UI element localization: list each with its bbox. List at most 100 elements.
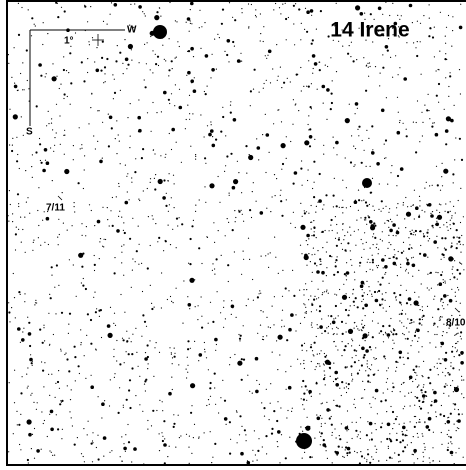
star <box>153 219 154 220</box>
star <box>260 325 261 326</box>
star <box>129 147 130 148</box>
star <box>424 447 425 448</box>
star <box>422 346 423 347</box>
star <box>269 52 270 53</box>
star <box>150 182 151 183</box>
star <box>346 207 347 208</box>
star <box>41 449 42 450</box>
star <box>147 188 148 189</box>
star <box>358 199 360 201</box>
star <box>334 178 335 179</box>
star <box>395 55 396 56</box>
star <box>450 279 451 280</box>
star <box>437 224 438 225</box>
star <box>421 283 422 284</box>
star <box>118 183 119 184</box>
star <box>401 252 403 254</box>
star <box>217 291 218 292</box>
star <box>27 387 28 388</box>
star <box>404 218 405 219</box>
star <box>88 421 89 422</box>
star <box>115 325 116 326</box>
star <box>354 361 356 363</box>
star <box>347 366 348 367</box>
star <box>387 220 388 221</box>
star <box>399 294 401 296</box>
star <box>368 67 369 68</box>
star <box>378 265 379 266</box>
star <box>400 167 404 171</box>
star <box>380 330 382 332</box>
star <box>406 430 407 431</box>
star <box>448 86 449 87</box>
star <box>212 270 213 271</box>
star <box>420 389 422 391</box>
star <box>33 240 34 241</box>
star <box>286 199 287 200</box>
star <box>327 66 328 67</box>
star <box>387 50 389 52</box>
star <box>167 456 168 457</box>
star <box>313 227 315 229</box>
star <box>418 216 420 218</box>
star <box>367 380 369 382</box>
star <box>9 109 10 110</box>
star <box>187 105 188 106</box>
star <box>111 2 112 3</box>
star <box>150 285 151 286</box>
star <box>443 224 444 225</box>
star <box>335 346 336 347</box>
star <box>416 422 417 423</box>
star <box>154 15 159 20</box>
star <box>162 440 164 442</box>
star <box>443 331 444 332</box>
star <box>402 450 404 452</box>
star <box>459 241 460 242</box>
star <box>19 444 20 445</box>
star <box>177 225 178 226</box>
star <box>313 161 315 163</box>
star <box>133 447 137 451</box>
star <box>285 287 287 289</box>
star <box>456 247 458 249</box>
star <box>179 437 180 438</box>
star <box>270 211 271 212</box>
star <box>64 354 65 355</box>
star <box>148 216 149 217</box>
star <box>219 37 220 38</box>
star <box>450 441 451 442</box>
star <box>446 222 447 223</box>
star <box>396 265 397 266</box>
star <box>40 160 41 161</box>
star <box>73 264 74 265</box>
star <box>451 243 452 244</box>
star <box>280 200 282 202</box>
star <box>391 458 392 459</box>
star <box>397 15 398 16</box>
star <box>453 403 454 404</box>
star <box>16 160 18 162</box>
star <box>276 420 278 422</box>
star <box>325 384 326 385</box>
star <box>263 407 265 409</box>
star <box>400 267 401 268</box>
star <box>418 422 419 423</box>
star <box>237 442 238 443</box>
star <box>168 211 169 212</box>
star <box>407 353 408 354</box>
star <box>26 202 27 203</box>
star <box>350 250 351 251</box>
star <box>8 451 9 452</box>
star <box>371 294 372 295</box>
star <box>153 376 154 377</box>
star <box>302 185 303 186</box>
star <box>192 113 193 114</box>
star <box>56 76 57 77</box>
star <box>235 221 236 222</box>
star <box>370 382 371 383</box>
star <box>286 39 287 40</box>
star <box>361 301 362 302</box>
star <box>273 410 275 412</box>
star <box>458 200 459 201</box>
star <box>182 323 183 324</box>
